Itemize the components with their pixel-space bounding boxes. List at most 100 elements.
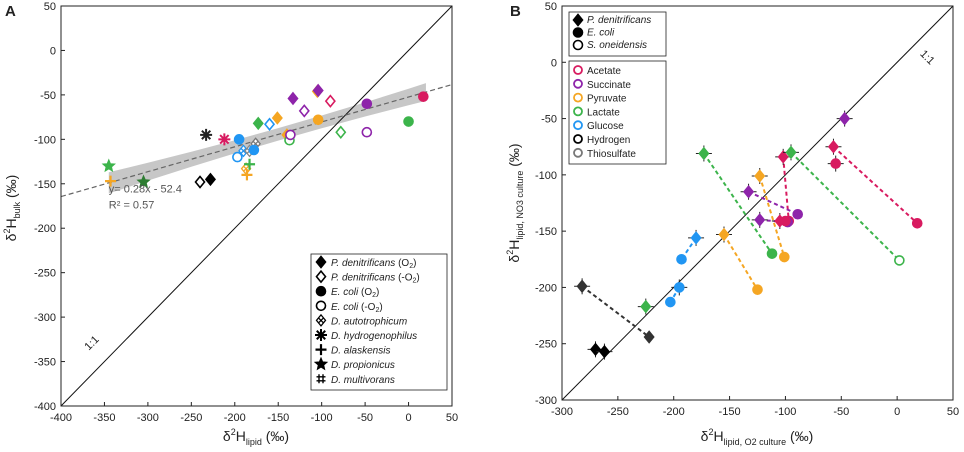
y-tick-label: -300 xyxy=(34,312,56,324)
pair-connector xyxy=(723,234,759,291)
x-tick-label: -250 xyxy=(607,406,629,418)
a-x-h: H xyxy=(236,428,246,444)
x-tick-label: -100 xyxy=(774,406,796,418)
legend-substrate-entry: Pyruvate xyxy=(587,94,627,105)
b-x-sup: 2 xyxy=(708,427,713,437)
y-tick-label: -150 xyxy=(34,179,56,191)
data-point xyxy=(785,145,797,160)
legend-condition: (O xyxy=(358,287,372,298)
data-point xyxy=(640,299,652,314)
data-point xyxy=(285,129,296,141)
legend-species: D. propionicus xyxy=(331,360,395,371)
legend-close: ) xyxy=(376,287,379,298)
legend-subscript: 2 xyxy=(372,292,376,299)
data-point xyxy=(752,284,763,295)
y-tick-label: -200 xyxy=(535,282,557,294)
data-point xyxy=(690,231,702,245)
b-y-sub: lipid, NO3 culture xyxy=(515,171,525,240)
legend-marker xyxy=(572,27,584,38)
x-tick-label: -50 xyxy=(357,412,373,424)
panel-b-frame xyxy=(561,5,954,401)
b-y-sup: 2 xyxy=(505,250,515,255)
data-point xyxy=(718,227,730,242)
legend-marker xyxy=(315,269,327,284)
legend-marker xyxy=(315,313,327,327)
y-tick-label: -50 xyxy=(40,90,56,102)
legend-close: ) xyxy=(413,258,416,269)
data-point xyxy=(698,146,710,161)
legend-entry: D. multivorans xyxy=(331,375,395,386)
legend-entry: D. propionicus xyxy=(331,360,395,371)
data-point xyxy=(792,208,804,220)
legend-substrate-entry: Glucose xyxy=(587,121,624,132)
b-y-h: H xyxy=(506,240,522,250)
regression-r2: R² = 0.57 xyxy=(109,200,155,212)
legend-marker xyxy=(573,134,583,144)
y-tick-label: -400 xyxy=(34,401,56,413)
y-tick-label: -100 xyxy=(34,134,56,146)
data-point xyxy=(271,111,283,125)
legend-entry: D. hydrogenophilus xyxy=(331,331,417,342)
one-to-one-label: 1:1 xyxy=(917,48,936,67)
panel-a-axes: -400 -350 -300 -250 -200 -150 -100 -50 0 50 -400 -3… xyxy=(34,1,458,424)
data-point xyxy=(418,91,429,102)
legend-entry: P. denitrificans (-O2) xyxy=(331,273,420,285)
a-x-sub: lipid xyxy=(246,437,262,447)
y-tick-label: 50 xyxy=(545,1,557,13)
x-tick-label: -50 xyxy=(833,406,849,418)
b-x-delta: δ xyxy=(701,428,709,444)
y-tick-label: -300 xyxy=(535,395,557,407)
legend-species: D. hydrogenophilus xyxy=(331,331,417,342)
legend-marker xyxy=(572,39,584,51)
legend-species: D. multivorans xyxy=(331,375,395,386)
data-point xyxy=(298,104,310,118)
one-to-one-line xyxy=(61,6,452,406)
legend-subscript: 2 xyxy=(413,278,417,285)
data-point xyxy=(676,253,687,265)
a-y-sub: bulk xyxy=(12,201,22,218)
x-tick-label: -300 xyxy=(551,406,573,418)
x-tick-label: -300 xyxy=(137,412,159,424)
data-point xyxy=(827,139,839,154)
data-point xyxy=(894,255,905,266)
panel-a: A -400 -350 -300 -250 -200 -150 -100 -50 0 50-400… xyxy=(2,1,458,447)
y-tick-label: -250 xyxy=(535,339,557,351)
pair-connector xyxy=(782,156,790,222)
data-point xyxy=(754,213,766,227)
a-y-sup: 2 xyxy=(2,229,12,234)
legend-marker xyxy=(316,374,326,384)
confidence-band xyxy=(108,83,426,194)
legend-species: P. denitrificans xyxy=(331,273,395,284)
legend-condition: (O xyxy=(395,258,409,269)
legend-box xyxy=(310,253,448,391)
panel-b-xlabel: δ2Hlipid, O2 culture (‰) xyxy=(701,427,814,447)
data-point xyxy=(754,169,766,183)
data-point xyxy=(252,116,264,131)
panel-a-frame xyxy=(60,5,453,407)
data-point xyxy=(361,98,373,110)
a-y-delta: δ xyxy=(3,233,19,241)
data-point xyxy=(830,158,842,169)
data-point xyxy=(779,251,790,263)
panel-b-ylabel: δ2Hlipid, NO3 culture (‰) xyxy=(505,143,525,262)
y-tick-label: -50 xyxy=(541,114,557,126)
data-point xyxy=(665,296,676,308)
y-tick-label: -150 xyxy=(535,226,557,238)
pair-connector xyxy=(581,285,650,338)
legend-subscript: 2 xyxy=(409,263,413,270)
legend-marker xyxy=(573,65,583,75)
panel-a-plot-area xyxy=(61,6,452,406)
legend-species-entry: E. coli xyxy=(587,28,615,39)
legend-entry: E. coli (-O2) xyxy=(331,302,383,314)
legend-entry: E. coli (O2) xyxy=(331,287,379,299)
a-y-unit: (‰) xyxy=(3,175,19,202)
legend-marker xyxy=(573,78,583,89)
a-x-unit: (‰) xyxy=(262,428,289,444)
legend-species: D. alaskensis xyxy=(331,346,390,357)
legend-marker xyxy=(315,285,327,297)
pair-connector xyxy=(703,152,773,255)
legend-entry: P. denitrificans (O2) xyxy=(331,258,416,270)
y-tick-label: 0 xyxy=(551,57,557,69)
legend-species: E. coli xyxy=(331,287,359,298)
